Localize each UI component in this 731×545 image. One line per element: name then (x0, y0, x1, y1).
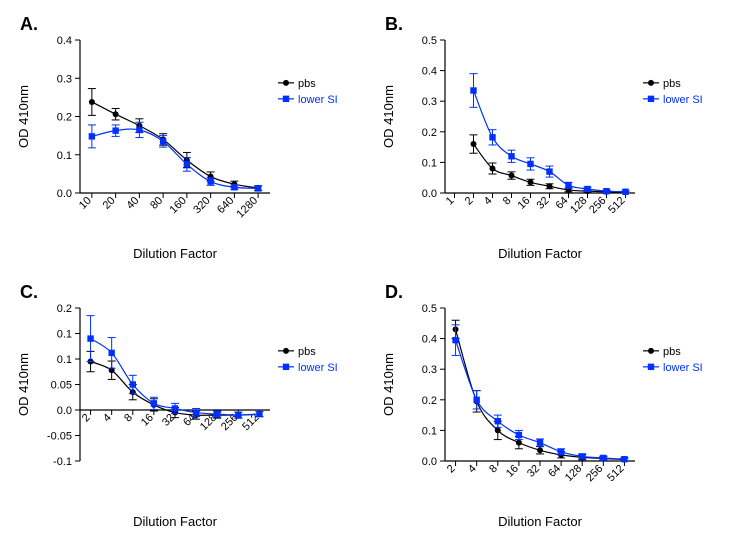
svg-text:-0.05: -0.05 (47, 431, 72, 443)
panel-A: A. 0.00.10.20.30.4102040801603206401280D… (10, 10, 365, 268)
svg-text:256: 256 (587, 195, 608, 216)
svg-text:OD 410nm: OD 410nm (381, 85, 396, 148)
svg-text:1280: 1280 (234, 195, 260, 221)
svg-text:0.1: 0.1 (422, 157, 437, 169)
svg-text:0.0: 0.0 (57, 405, 72, 417)
svg-text:0.4: 0.4 (422, 334, 437, 346)
svg-text:0.1: 0.1 (422, 425, 437, 437)
svg-text:0.4: 0.4 (422, 66, 437, 78)
svg-text:pbs: pbs (298, 78, 316, 90)
svg-text:128: 128 (568, 195, 589, 216)
panel-A-label: A. (20, 14, 38, 35)
svg-text:320: 320 (191, 195, 212, 216)
panel-grid: A. 0.00.10.20.30.4102040801603206401280D… (10, 10, 721, 535)
svg-text:Dilution Factor: Dilution Factor (133, 514, 217, 529)
svg-text:Dilution Factor: Dilution Factor (498, 246, 582, 261)
svg-text:0.5: 0.5 (422, 303, 437, 315)
svg-text:0.3: 0.3 (422, 364, 437, 376)
svg-text:pbs: pbs (298, 346, 316, 358)
svg-text:0.1: 0.1 (57, 354, 72, 366)
svg-text:0.4: 0.4 (57, 35, 72, 47)
svg-text:0.5: 0.5 (422, 35, 437, 47)
svg-text:lower SI: lower SI (663, 362, 703, 374)
svg-text:OD 410nm: OD 410nm (16, 353, 31, 416)
svg-text:OD 410nm: OD 410nm (381, 353, 396, 416)
panel-D: D. 0.00.10.20.30.40.5248163264128256512D… (375, 278, 730, 536)
svg-text:512: 512 (605, 463, 626, 484)
svg-text:pbs: pbs (663, 346, 681, 358)
panel-B: B. 0.00.10.20.30.40.51248163264128256512… (375, 10, 730, 268)
panel-C: C. -0.1-0.050.00.050.10.10.2248163264128… (10, 278, 365, 536)
svg-text:0.0: 0.0 (422, 188, 437, 200)
svg-text:0.2: 0.2 (422, 127, 437, 139)
svg-text:0.2: 0.2 (422, 395, 437, 407)
svg-text:160: 160 (168, 195, 189, 216)
svg-text:0.2: 0.2 (57, 112, 72, 124)
svg-text:256: 256 (584, 463, 605, 484)
svg-text:lower SI: lower SI (663, 94, 703, 106)
panel-C-label: C. (20, 282, 38, 303)
svg-text:0.1: 0.1 (57, 150, 72, 162)
svg-text:0.0: 0.0 (57, 188, 72, 200)
svg-text:lower SI: lower SI (298, 94, 338, 106)
svg-text:0.3: 0.3 (57, 73, 72, 85)
svg-text:0.2: 0.2 (57, 303, 72, 315)
svg-text:Dilution Factor: Dilution Factor (133, 246, 217, 261)
svg-text:640: 640 (215, 195, 236, 216)
svg-text:512: 512 (606, 195, 627, 216)
svg-text:lower SI: lower SI (298, 362, 338, 374)
svg-text:0.05: 0.05 (51, 380, 72, 392)
svg-text:0.3: 0.3 (422, 96, 437, 108)
svg-text:128: 128 (563, 463, 584, 484)
svg-text:-0.1: -0.1 (53, 456, 72, 468)
svg-text:OD 410nm: OD 410nm (16, 85, 31, 148)
panel-B-label: B. (385, 14, 403, 35)
svg-text:Dilution Factor: Dilution Factor (498, 514, 582, 529)
svg-text:0.0: 0.0 (422, 456, 437, 468)
panel-D-label: D. (385, 282, 403, 303)
svg-text:pbs: pbs (663, 78, 681, 90)
svg-text:0.1: 0.1 (57, 329, 72, 341)
